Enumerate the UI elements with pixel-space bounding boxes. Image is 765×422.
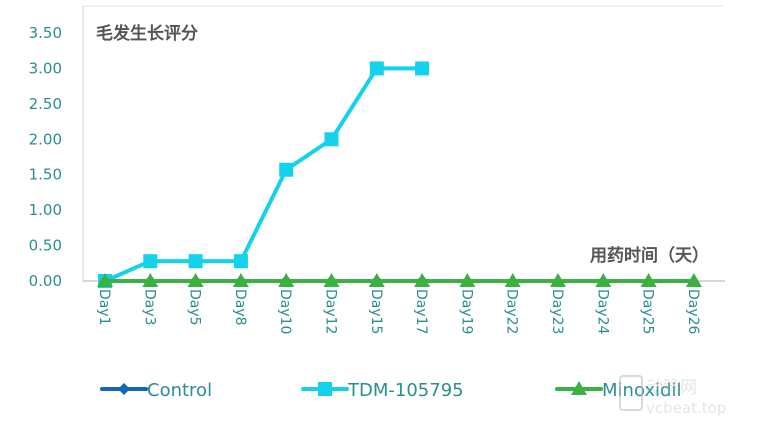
x-axis-title: 用药时间（天） [590, 245, 709, 266]
y-tick-label: 2.00 [29, 130, 62, 148]
data-point [640, 273, 657, 287]
x-tick-label: Day3 [141, 289, 157, 326]
series-minoxidil [97, 273, 702, 287]
x-tick-label: Day26 [685, 289, 701, 335]
data-point [504, 273, 521, 287]
y-tick-label: 3.00 [29, 59, 62, 77]
data-point [415, 61, 430, 76]
data-point [324, 132, 339, 147]
x-tick-label: Day1 [96, 289, 112, 326]
x-tick-label: Day15 [368, 289, 384, 334]
data-point [187, 273, 204, 287]
y-tick-label: 0.50 [29, 237, 62, 255]
x-tick-label: Day17 [413, 289, 429, 334]
data-point [97, 273, 113, 287]
watermark-logo-icon [619, 375, 643, 411]
y-tick-label: 0.00 [29, 272, 62, 290]
data-point [369, 61, 384, 76]
y-tick-label: 1.00 [29, 201, 62, 219]
series-line [104, 66, 423, 283]
watermark-site: vcbeat.top [646, 399, 726, 417]
data-point [232, 273, 249, 287]
data-point [142, 273, 159, 287]
x-tick-label: Day5 [187, 289, 203, 326]
data-point [278, 273, 295, 287]
legend-marker [571, 381, 587, 395]
legend-item: TDM-105795 [301, 380, 464, 401]
data-point [414, 273, 431, 287]
x-tick-label: Day10 [277, 289, 293, 334]
x-tick-label: Day23 [549, 289, 565, 334]
data-point [550, 273, 566, 287]
watermark-logo-text: 动脉网 [646, 378, 697, 398]
data-point [595, 273, 612, 287]
x-tick-label: Day24 [594, 289, 610, 335]
data-point [279, 162, 294, 177]
x-tick-label: Day25 [640, 289, 656, 334]
watermark: 动脉网 vcbeat.top [619, 375, 726, 417]
y-axis-title: 毛发生长评分 [96, 23, 198, 44]
data-point [459, 273, 476, 287]
data-point [188, 254, 203, 269]
y-tick-label: 2.50 [29, 95, 62, 113]
data-point [233, 254, 248, 269]
data-point [143, 254, 158, 269]
legend-label: TDM-105795 [347, 380, 464, 401]
legend-marker [318, 382, 332, 396]
legend-label: Control [147, 380, 212, 401]
y-tick-label: 1.50 [29, 166, 62, 184]
x-tick-label: Day19 [458, 289, 474, 334]
x-tick-label: Day12 [323, 289, 339, 334]
y-tick-label: 3.50 [29, 24, 62, 42]
x-tick-label: Day22 [504, 289, 520, 334]
series-tdm-105795 [98, 61, 430, 288]
legend-marker [118, 383, 130, 395]
data-point [323, 273, 340, 287]
x-tick-label: Day8 [232, 289, 248, 326]
data-point [368, 273, 385, 287]
data-point [685, 273, 702, 287]
legend-item: Control [100, 380, 212, 401]
